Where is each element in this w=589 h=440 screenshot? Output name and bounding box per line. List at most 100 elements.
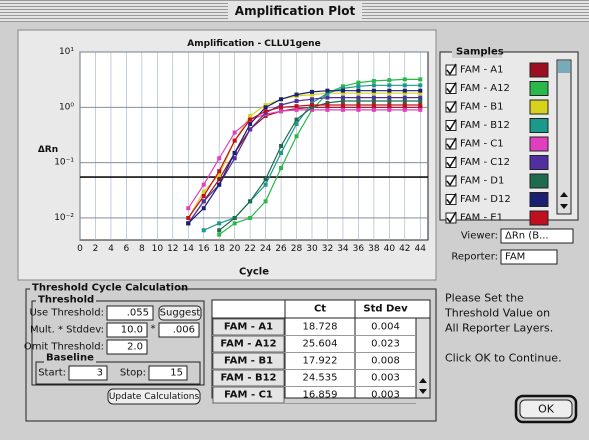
data-point [356,84,360,88]
row-name: FAM - A12 [220,339,276,350]
legend-label: FAM - D12 [460,194,511,205]
y-tick-label: 10⁻² [54,213,74,223]
x-tick-label: 26 [275,244,287,254]
data-point [356,103,360,107]
data-point [325,96,329,100]
legend-swatch [530,137,548,151]
data-point [186,221,190,225]
data-point [279,151,283,155]
x-tick-label: 18 [213,244,225,254]
message-line: Please Set the [445,292,524,305]
data-point [403,108,407,112]
table-scrollbar[interactable] [416,318,430,398]
data-point [202,206,206,210]
x-tick-label: 32 [322,244,333,254]
samples-scrollbar[interactable] [557,60,571,214]
data-point [295,134,299,138]
table-header: Ct [314,304,326,315]
mult-result: .006 [173,325,195,336]
data-point [264,109,268,113]
x-tick-label: 0 [77,244,83,254]
data-point [356,81,360,85]
x-tick-label: 2 [93,244,99,254]
data-point [264,177,268,181]
legend-swatch [530,193,548,207]
data-point [279,166,283,170]
x-tick-label: 20 [229,244,241,254]
data-point [403,103,407,107]
x-tick-label: 40 [384,244,396,254]
data-point [233,131,237,135]
data-point [248,216,252,220]
x-tick-label: 44 [415,244,427,254]
data-point [387,96,391,100]
legend-swatch [530,82,548,96]
results-table: CtStd DevFAM - A118.7280.004FAM - A1225.… [212,300,430,404]
suggest-label: Suggest [160,308,201,319]
data-point [310,97,314,101]
data-point [387,103,391,107]
reporter-label: Reporter: [451,252,498,263]
data-point [202,228,206,232]
x-tick-label: 12 [167,244,178,254]
data-point [295,108,299,112]
data-point [418,99,422,103]
row-name: FAM - B12 [220,373,276,384]
cell: 24.535 [303,373,338,384]
data-point [372,83,376,87]
row-name: FAM - C1 [224,390,273,401]
data-point [403,77,407,81]
x-tick-label: 42 [399,244,410,254]
x-tick-label: 24 [260,244,272,254]
legend-label: FAM - B12 [460,120,510,131]
cell: 25.604 [303,339,338,350]
table-header: Std Dev [363,304,408,315]
data-point [233,216,237,220]
legend-swatch [530,156,548,170]
data-point [279,105,283,109]
message-line: Threshold Value on [444,307,550,320]
x-tick-label: 8 [139,244,145,254]
data-point [248,199,252,203]
data-point [356,99,360,103]
data-point [186,206,190,210]
message-continue: Click OK to Continue. [445,352,562,365]
data-point [418,77,422,81]
data-point [341,89,345,93]
chart-title: Amplification - CLLU1gene [187,39,320,49]
x-tick-label: 6 [124,244,130,254]
data-point [372,79,376,83]
stop-label: Stop: [120,368,146,379]
mult-label: Mult. * Stddev: [30,325,104,336]
legend-label: FAM - D1 [460,176,504,187]
legend-label: FAM - C1 [460,139,504,150]
data-point [233,151,237,155]
stop-value: 15 [170,368,183,379]
data-point [233,139,237,143]
x-tick-label: 34 [337,244,349,254]
data-point [310,103,314,107]
data-point [387,78,391,82]
scroll-thumb[interactable] [558,61,570,73]
data-point [202,199,206,203]
data-point [295,104,299,108]
data-point [387,83,391,87]
start-label: Start: [38,368,66,379]
message-line: All Reporter Layers. [445,322,553,335]
data-point [372,96,376,100]
data-point [217,233,221,237]
threshold-title: Threshold [38,295,94,306]
x-tick-label: 16 [198,244,210,254]
legend-label: FAM - A12 [460,83,510,94]
row-name: FAM - B1 [224,356,273,367]
legend-label: FAM - E1 [460,213,503,224]
data-point [202,183,206,187]
data-point [403,89,407,93]
cell: 0.023 [371,339,400,350]
data-point [325,103,329,107]
y-tick-label: 10⁻¹ [54,158,74,168]
viewer-value: ΔRn (B... [505,231,549,242]
baseline-title: Baseline [46,353,94,364]
cell: 0.003 [371,373,400,384]
legend-label: FAM - B1 [460,102,504,113]
